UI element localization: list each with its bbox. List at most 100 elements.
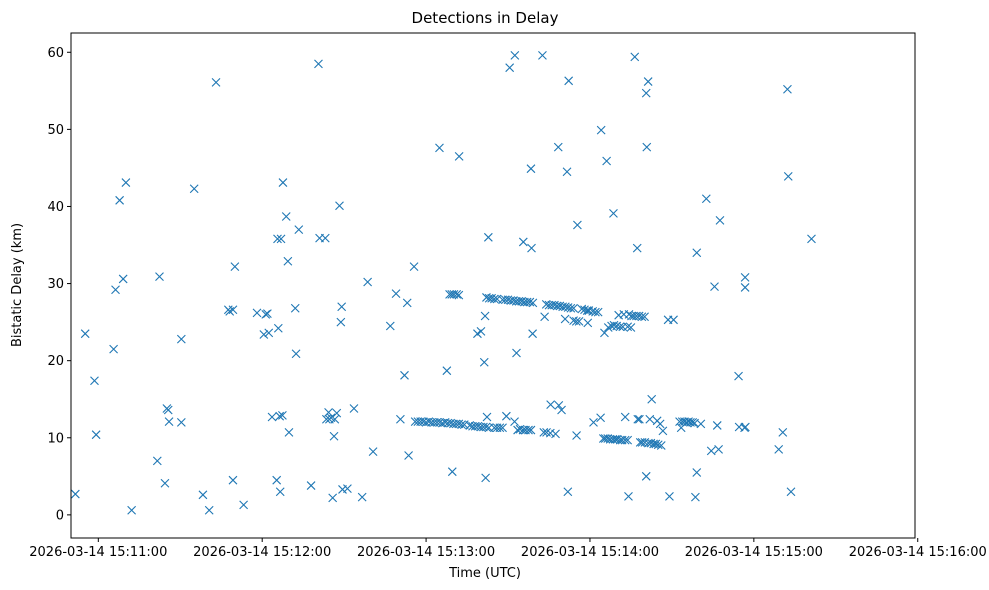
detection-point xyxy=(115,195,125,205)
detection-point xyxy=(501,411,511,421)
x-tick-label: 2026-03-14 15:14:00 xyxy=(521,545,659,560)
detection-point xyxy=(786,487,796,497)
detection-point xyxy=(400,370,409,380)
detection-point xyxy=(385,321,395,331)
detection-point xyxy=(457,420,466,430)
detection-point xyxy=(643,77,653,86)
detection-point xyxy=(525,297,535,307)
detection-point xyxy=(655,419,665,429)
detection-point xyxy=(623,435,633,445)
detection-point xyxy=(692,248,702,258)
detection-point xyxy=(665,491,674,501)
detection-point xyxy=(290,303,300,313)
detection-point xyxy=(489,294,499,304)
detection-point xyxy=(620,412,630,422)
detection-point xyxy=(569,303,578,313)
detection-point xyxy=(409,262,419,271)
detection-point xyxy=(442,366,452,376)
detection-point xyxy=(349,404,359,413)
detection-point xyxy=(283,256,293,266)
detection-point xyxy=(109,344,118,354)
detection-point xyxy=(330,414,340,424)
detection-point xyxy=(189,184,199,194)
detection-point xyxy=(272,475,282,485)
detection-point xyxy=(481,473,491,483)
detection-point xyxy=(596,413,606,423)
x-tick-label: 2026-03-14 15:15:00 xyxy=(685,545,823,560)
x-tick-label: 2026-03-14 15:13:00 xyxy=(357,545,495,560)
detection-point xyxy=(176,417,186,427)
detection-point xyxy=(90,376,99,386)
y-axis: 0 10 20 30 40 50 60 xyxy=(47,46,71,523)
detection-point xyxy=(651,439,661,449)
detection-point xyxy=(275,411,285,421)
x-tick-label: 2026-03-14 15:16:00 xyxy=(849,545,987,560)
detection-point xyxy=(560,302,570,312)
y-tick-label: 50 xyxy=(47,123,64,138)
detection-point xyxy=(337,302,347,312)
y-tick-label: 0 xyxy=(56,508,64,523)
detection-point xyxy=(573,220,582,230)
detection-point xyxy=(641,471,651,481)
detection-point xyxy=(658,426,668,436)
detection-point xyxy=(538,50,547,60)
detection-point xyxy=(560,314,570,324)
detection-point xyxy=(321,414,331,424)
detection-point xyxy=(482,412,492,422)
detection-point xyxy=(778,427,788,437)
detection-point xyxy=(228,475,238,485)
detection-point xyxy=(155,272,164,282)
detection-point xyxy=(329,431,339,441)
detection-point xyxy=(239,500,249,510)
x-axis-label: Time (UTC) xyxy=(448,566,521,581)
detection-point xyxy=(454,290,464,300)
detection-point xyxy=(641,88,651,98)
detection-point xyxy=(320,233,330,243)
detection-point xyxy=(368,447,378,457)
detection-point xyxy=(160,478,170,488)
detection-point xyxy=(807,234,816,244)
detection-point xyxy=(70,489,80,499)
x-axis: 2026-03-14 15:11:00 2026-03-14 15:12:00 20… xyxy=(29,538,987,560)
detection-point xyxy=(589,417,598,427)
detection-point xyxy=(164,417,174,426)
detection-point xyxy=(774,444,784,454)
detection-point xyxy=(483,232,493,242)
detection-point xyxy=(608,434,618,444)
detection-point xyxy=(577,304,587,314)
detection-point xyxy=(91,430,101,440)
detection-point xyxy=(480,311,490,321)
y-tick-label: 60 xyxy=(47,46,64,61)
detection-point xyxy=(204,505,214,515)
detection-point xyxy=(281,212,291,221)
detection-point xyxy=(335,201,344,211)
detection-point xyxy=(291,349,301,359)
detection-point xyxy=(228,305,238,315)
detection-point xyxy=(328,493,338,503)
detection-point xyxy=(284,427,294,437)
detection-point xyxy=(615,322,625,332)
detection-point xyxy=(510,50,520,60)
plot-frame xyxy=(70,32,916,539)
detection-point xyxy=(740,273,750,282)
detection-point xyxy=(512,348,521,358)
detection-point xyxy=(481,422,491,432)
detection-point xyxy=(562,167,572,177)
detection-point xyxy=(553,142,563,152)
detection-point xyxy=(275,487,285,497)
detection-point xyxy=(623,322,633,332)
detection-point xyxy=(564,76,574,86)
detection-point xyxy=(510,417,519,426)
detection-point xyxy=(642,142,652,152)
detection-point xyxy=(445,289,454,299)
x-tick-label: 2026-03-14 15:12:00 xyxy=(193,545,331,560)
detection-point xyxy=(691,492,700,502)
detection-point xyxy=(630,52,640,62)
detection-point xyxy=(476,326,486,336)
detection-point xyxy=(273,234,282,244)
detection-point xyxy=(495,423,505,433)
detection-point xyxy=(306,481,316,490)
detection-point xyxy=(635,414,644,424)
detection-point xyxy=(111,285,120,295)
